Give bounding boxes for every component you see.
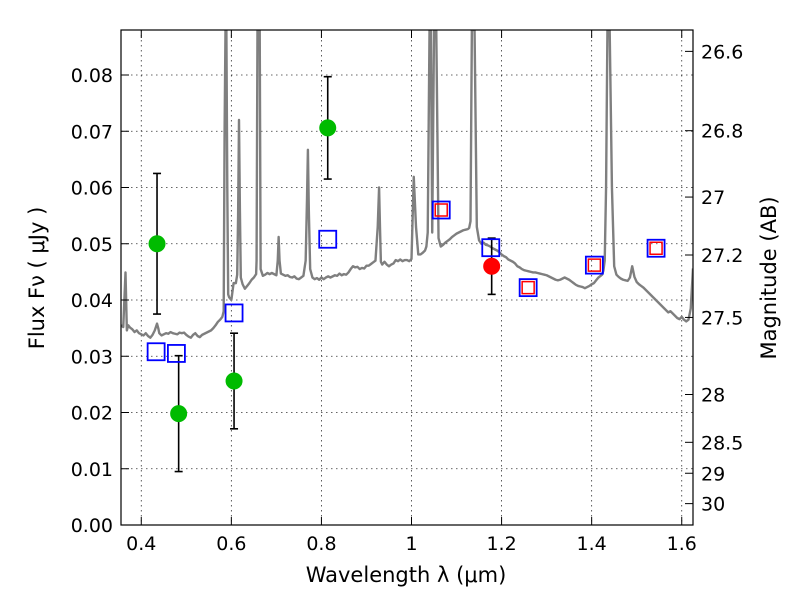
y2-tick-label: 27.2 <box>701 245 743 267</box>
y-tick-label: 0.01 <box>71 459 113 481</box>
x-tick-label: 1.4 <box>577 533 607 555</box>
y-tick-label: 0.02 <box>71 403 113 425</box>
y-tick-label: 0.06 <box>71 178 113 200</box>
y-tick-label: 0.08 <box>71 65 113 87</box>
model-square <box>224 303 244 323</box>
model-square <box>584 255 604 275</box>
model-square <box>318 229 338 249</box>
model-square <box>146 342 166 362</box>
x-tick-label: 0.8 <box>306 533 336 555</box>
y2-tick-label: 30 <box>701 494 725 516</box>
model-square-inner <box>587 258 602 272</box>
y2-tick-label: 28 <box>701 385 725 407</box>
plot-area <box>121 30 693 473</box>
green-data-point <box>225 372 243 390</box>
y-axis-label: Flux Fν ( μJy ) <box>25 207 49 350</box>
model-square <box>431 200 451 220</box>
x-axis-label: Wavelength λ (μm) <box>306 563 507 587</box>
y-tick-label: 0.00 <box>71 515 113 537</box>
model-square <box>518 278 538 298</box>
grid <box>121 30 693 526</box>
green-data-point <box>319 119 337 137</box>
y2-tick-label: 27 <box>701 187 725 209</box>
y-tick-label: 0.05 <box>71 234 113 256</box>
x-tick-label: 1.6 <box>667 533 697 555</box>
x-tick-label: 0.6 <box>216 533 246 555</box>
green-data-point <box>170 405 188 423</box>
model-square-inner <box>434 203 448 217</box>
y2-tick-label: 26.8 <box>701 121 743 143</box>
y2-axis-label: Magnitude (AB) <box>757 196 781 359</box>
spectrum-layer <box>121 30 693 339</box>
plot-frame <box>120 29 694 526</box>
spectrum-line <box>121 30 693 339</box>
model-square <box>646 238 666 258</box>
model-square <box>166 344 186 363</box>
y-tick-label: 0.04 <box>71 290 113 312</box>
y-tick-label: 0.07 <box>71 121 113 143</box>
x-tick-label: 1.2 <box>486 533 516 555</box>
x-tick-label: 1 <box>405 533 417 555</box>
axes: 0.4 0.6 0.8 1 1.2 1.4 1.6 0.00 0.01 0.02 0.03 0.04 0… <box>71 29 743 555</box>
x-tick-label: 0.4 <box>126 533 156 555</box>
model-square-inner <box>649 241 663 255</box>
y2-tick-label: 29 <box>701 463 725 485</box>
y-tick-label: 0.03 <box>71 346 113 368</box>
y2-tick-label: 27.5 <box>701 307 743 329</box>
model-square-inner <box>521 280 535 295</box>
y2-tick-label: 26.6 <box>701 41 743 63</box>
green-data-point <box>148 235 166 253</box>
marker-layer <box>146 75 666 473</box>
model-square <box>481 238 501 258</box>
red-data-point <box>483 257 501 275</box>
y2-tick-label: 28.5 <box>701 432 743 454</box>
